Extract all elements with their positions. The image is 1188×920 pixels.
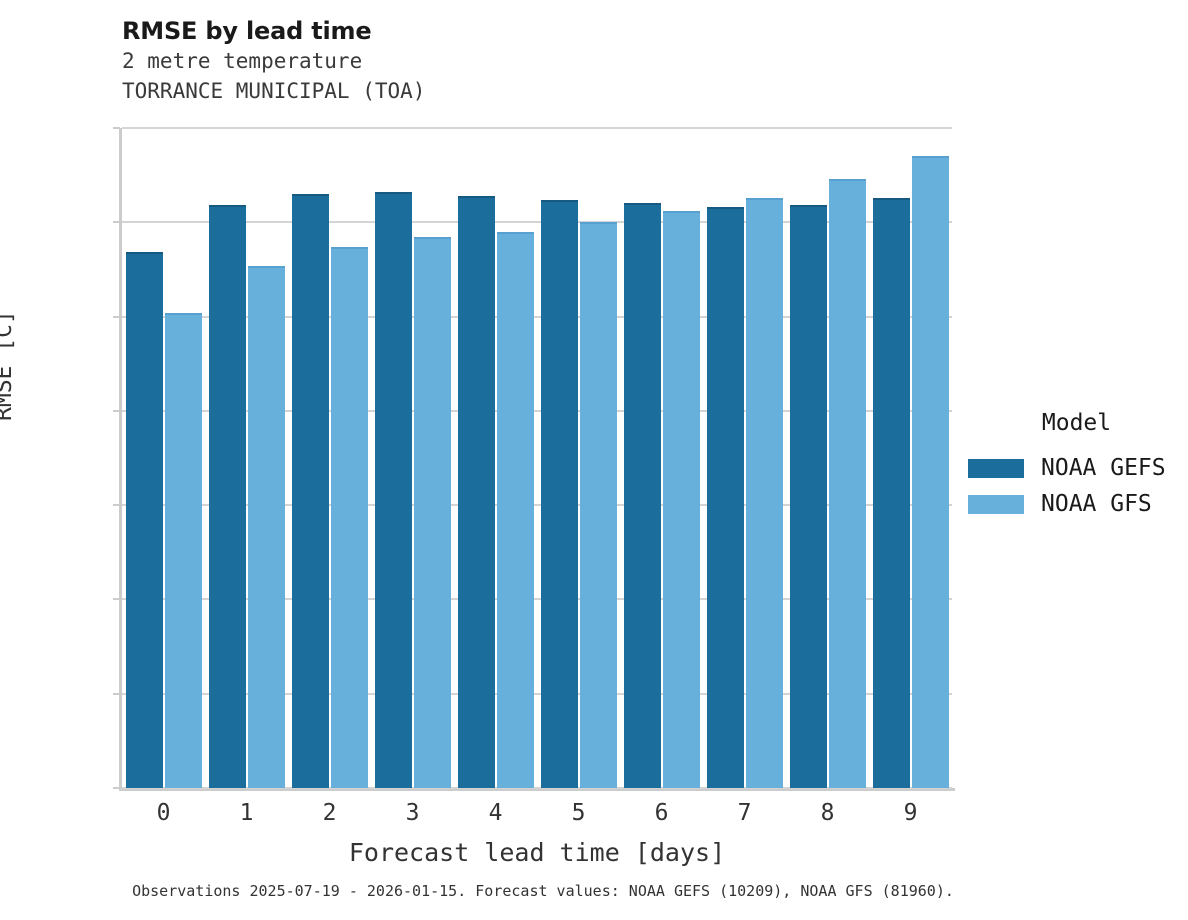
y-axis-tick [113,504,120,507]
gridline [122,127,952,129]
x-axis-spine [119,788,955,791]
bar-group [457,128,534,788]
bar[interactable] [745,197,783,788]
bar[interactable] [662,210,700,788]
gridline [122,787,952,789]
y-axis-title: RMSE [C] [0,310,17,421]
page-title: RMSE by lead time [122,17,372,45]
x-axis-tick-label: 9 [903,800,918,826]
legend-swatch [968,458,1024,478]
bar[interactable] [828,178,866,788]
bar-group [125,128,202,788]
gridline [122,598,952,601]
x-axis-tick-label: 2 [322,800,337,826]
bar[interactable] [125,252,163,788]
bar-group [706,128,783,788]
bar[interactable] [291,193,329,788]
gridline [122,504,952,507]
title-block: RMSE by lead time 2 metre temperature TO… [122,16,922,106]
x-axis-tick-label: 1 [239,800,254,826]
chart-station-name: TORRANCE MUNICIPAL (TOA) [122,79,426,103]
bar[interactable] [330,246,368,788]
bar[interactable] [247,265,285,788]
bar[interactable] [911,156,949,788]
y-axis-tick [113,221,120,224]
x-axis-tick-label: 8 [820,800,835,826]
bar[interactable] [540,199,578,788]
x-axis-tick-label: 3 [405,800,420,826]
x-axis-tick-label: 4 [488,800,503,826]
bar[interactable] [496,231,534,788]
bar[interactable] [579,222,617,788]
bar-group [208,128,285,788]
legend-entry[interactable]: NOAA GFS [968,486,1183,522]
y-axis-tick [113,692,120,695]
legend-entries: NOAA GEFS NOAA GFS [968,450,1183,522]
bar[interactable] [374,192,412,788]
plot-area [113,127,955,791]
y-axis-tick [113,787,120,789]
bar[interactable] [789,205,827,788]
bar[interactable] [457,195,495,788]
gridline [122,409,952,412]
gridline [122,692,952,695]
x-axis-tick-label: 0 [156,800,171,826]
x-axis-tick-label: 7 [737,800,752,826]
footnote: Observations 2025-07-19 - 2026-01-15. Fo… [132,882,954,900]
bar-group [872,128,949,788]
x-axis-tick-labels: 0 1 2 3 4 5 6 7 8 9 [122,798,952,834]
y-axis-spine [119,128,122,790]
legend: Model NOAA GEFS NOAA GFS [968,408,1183,522]
bar[interactable] [208,205,246,788]
legend-swatch [968,494,1024,514]
bar[interactable] [623,203,661,788]
legend-entry[interactable]: NOAA GEFS [968,450,1183,486]
x-axis-tick-label: 5 [571,800,586,826]
y-axis-tick [113,409,120,412]
bar[interactable] [706,207,744,788]
y-axis-tick [113,598,120,601]
gridline [122,315,952,318]
legend-label: NOAA GFS [1041,491,1152,517]
bar[interactable] [164,312,202,788]
bar[interactable] [413,237,451,788]
bar-group [374,128,451,788]
y-axis-tick [113,127,120,129]
bar[interactable] [872,197,910,788]
gridline [122,221,952,224]
bar-group [291,128,368,788]
x-axis-tick-label: 6 [654,800,669,826]
legend-label: NOAA GEFS [1041,455,1166,481]
bar-group [623,128,700,788]
bar-group [789,128,866,788]
bar-group [540,128,617,788]
chart-subtitle: 2 metre temperature [122,49,363,73]
legend-title: Model [1041,410,1112,436]
y-axis-tick [113,315,120,318]
x-axis-title: Forecast lead time [days] [348,838,726,867]
